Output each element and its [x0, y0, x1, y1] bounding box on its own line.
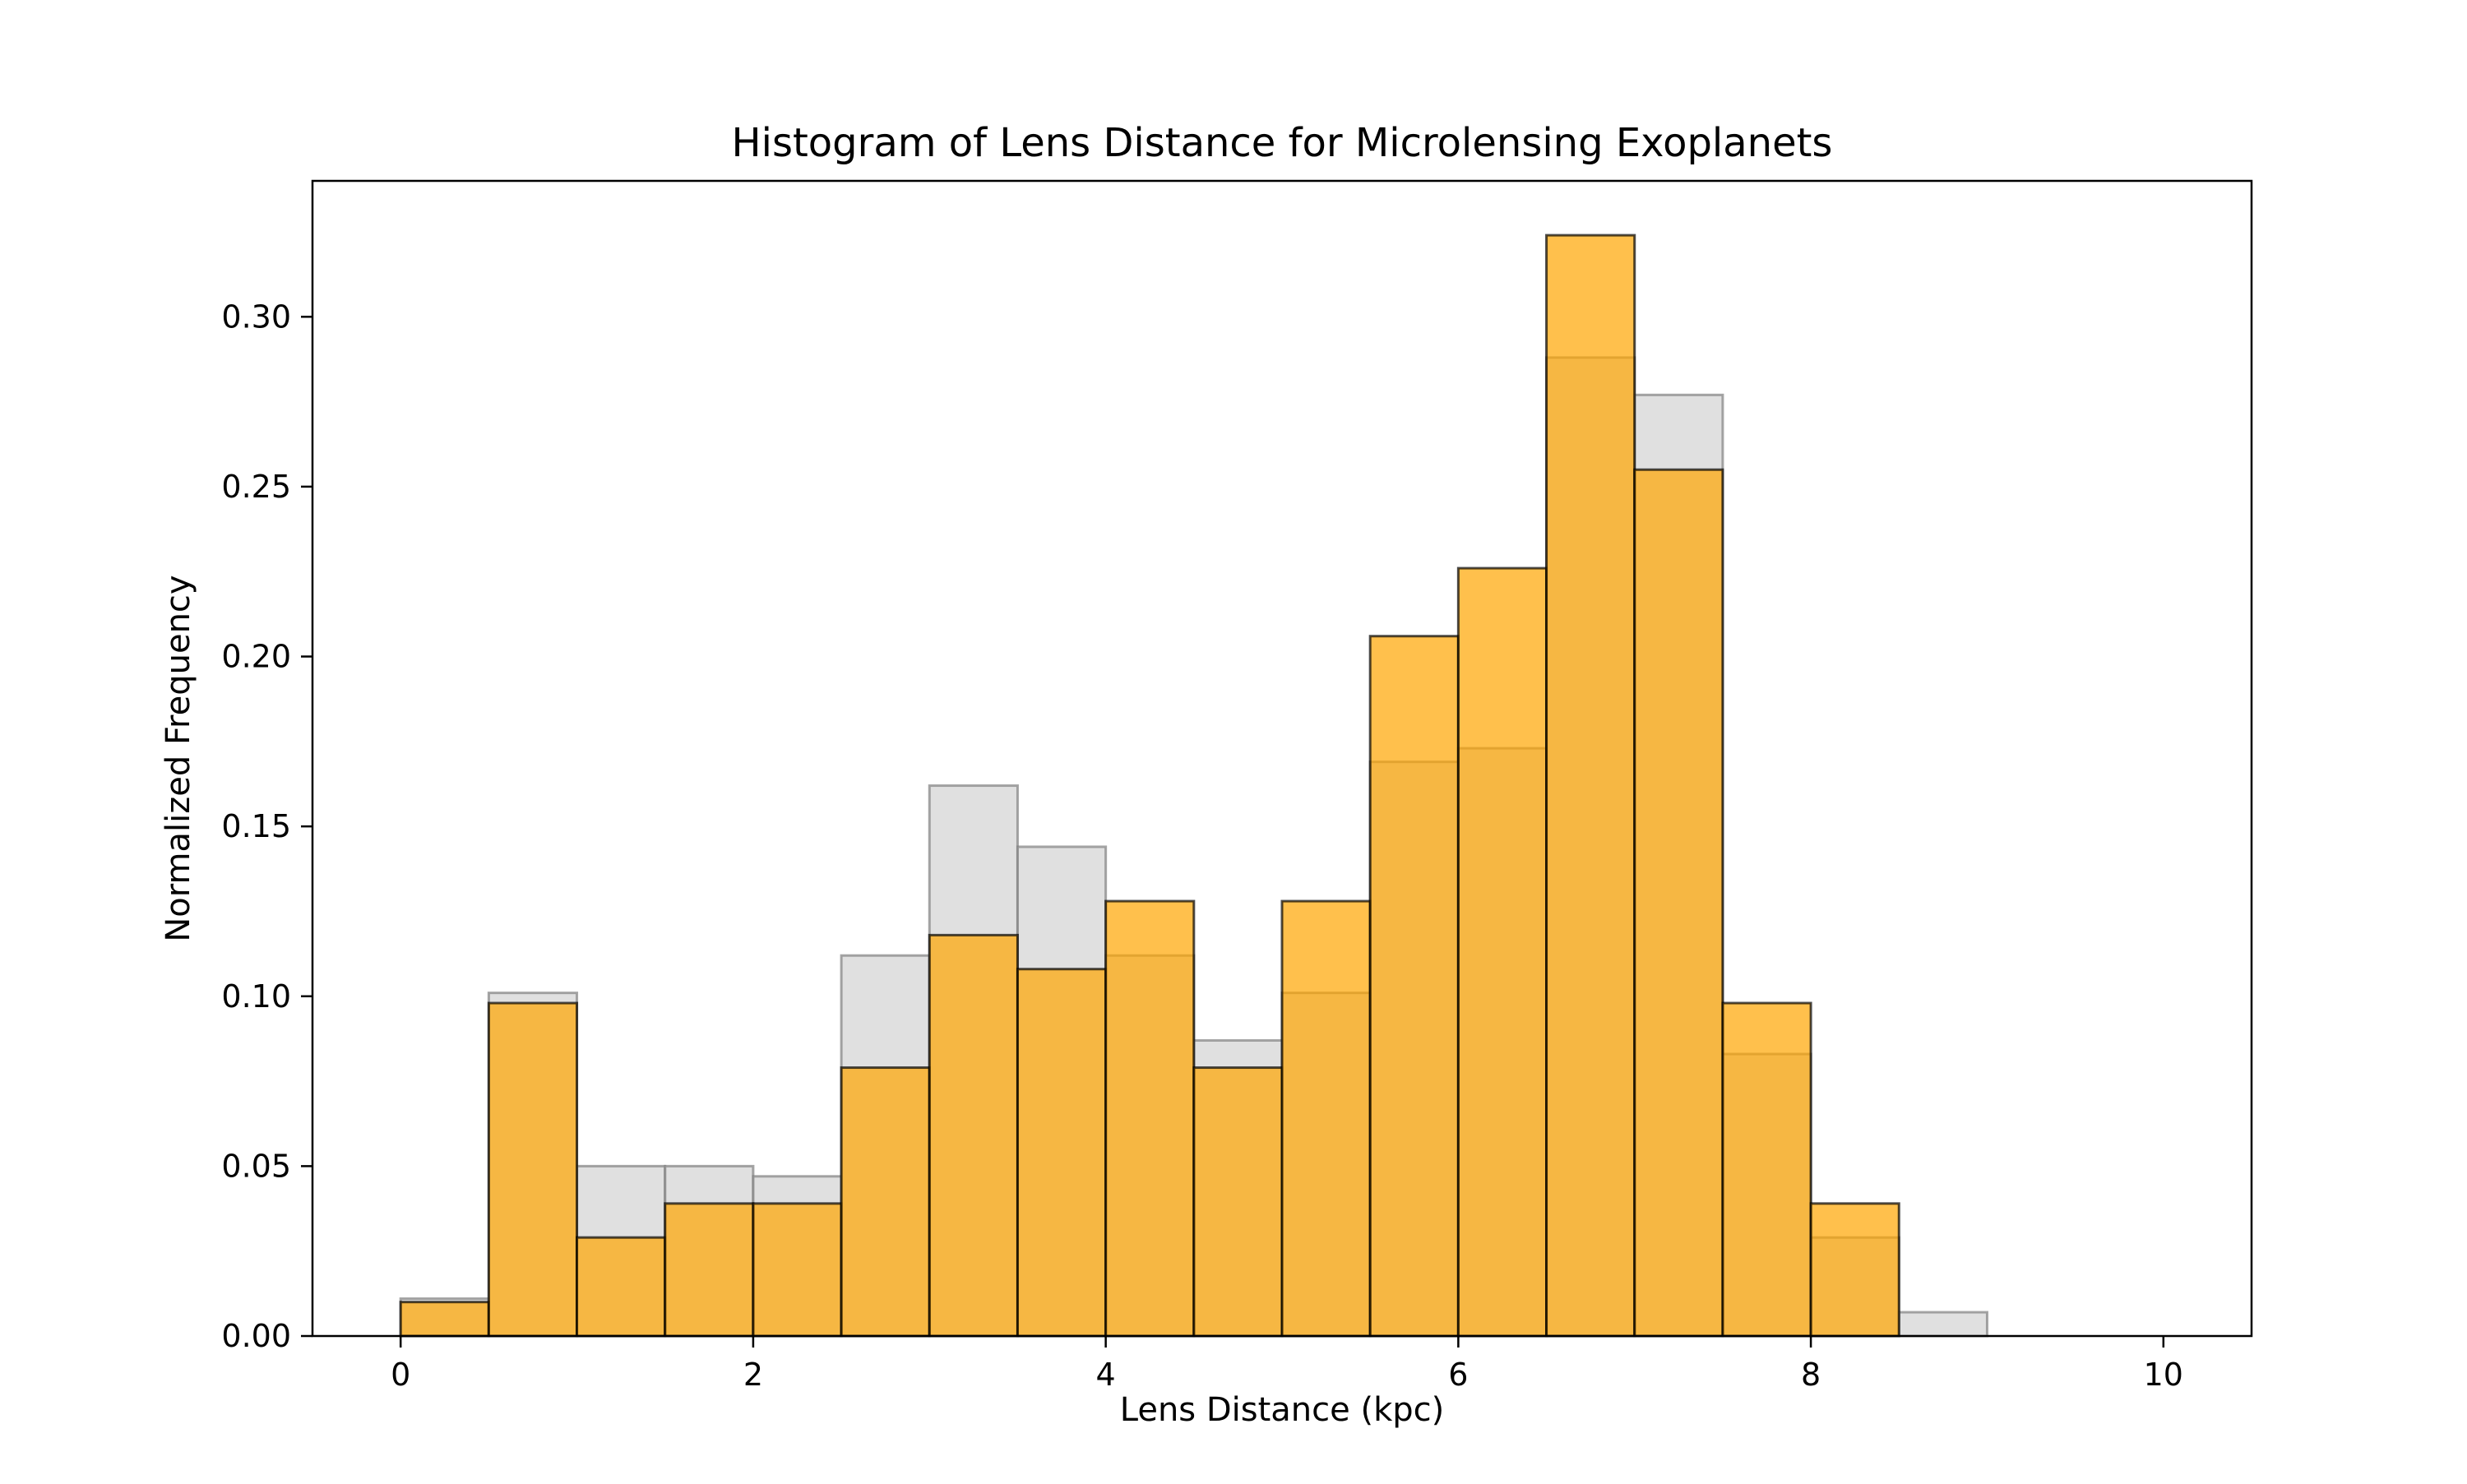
chart-title: Histogram of Lens Distance for Microlens… — [732, 120, 1833, 166]
x-tick-label: 8 — [1801, 1357, 1821, 1393]
bar-series-2-bin-2 — [487, 1001, 579, 1338]
ticks-layer: 0 2 4 6 8 10 0.00 0.05 0.10 0.15 0.20 0.25 0.30 — [221, 298, 2183, 1393]
y-tick-label: 0.10 — [221, 978, 291, 1015]
y-tick-label: 0.15 — [221, 808, 291, 844]
x-tick-label: 4 — [1096, 1357, 1116, 1393]
x-tick-label: 0 — [391, 1357, 410, 1393]
x-tick-label: 2 — [743, 1357, 763, 1393]
y-axis-label: Normalized Frequency — [160, 575, 197, 941]
bar-series-2-bin-6 — [840, 1066, 931, 1338]
y-tick-label: 0.00 — [221, 1318, 291, 1354]
x-tick-label: 10 — [2144, 1357, 2183, 1393]
bar-series-2-bin-5 — [752, 1202, 843, 1338]
bar-series-2-bin-4 — [664, 1202, 755, 1338]
bar-series-2-bin-17 — [1809, 1202, 1900, 1338]
bar-series-2-bin-12 — [1368, 635, 1460, 1338]
x-axis-label: Lens Distance (kpc) — [1120, 1391, 1444, 1429]
bar-series-2-bin-16 — [1721, 1001, 1812, 1338]
bar-series-1-bin-18 — [1897, 1311, 1988, 1338]
bar-series-2-bin-10 — [1192, 1066, 1284, 1338]
x-tick-label: 6 — [1448, 1357, 1468, 1393]
y-tick-label: 0.30 — [221, 298, 291, 335]
y-tick-label: 0.25 — [221, 469, 291, 505]
bar-series-2-bin-1 — [399, 1301, 490, 1338]
bar-series-2-bin-9 — [1104, 899, 1196, 1338]
plot-frame — [311, 179, 2253, 1338]
bar-series-2-bin-7 — [928, 933, 1019, 1338]
bars-layer — [399, 233, 1988, 1338]
bar-series-2-bin-14 — [1545, 233, 1636, 1338]
y-tick-label: 0.20 — [221, 639, 291, 675]
bar-series-2-bin-15 — [1633, 468, 1724, 1338]
bar-series-2-bin-8 — [1016, 968, 1108, 1338]
bar-series-2-bin-3 — [576, 1236, 667, 1338]
series-2 — [399, 233, 1900, 1338]
y-tick-label: 0.05 — [221, 1148, 291, 1184]
bar-series-2-bin-11 — [1280, 899, 1372, 1338]
bar-series-2-bin-13 — [1456, 566, 1548, 1338]
